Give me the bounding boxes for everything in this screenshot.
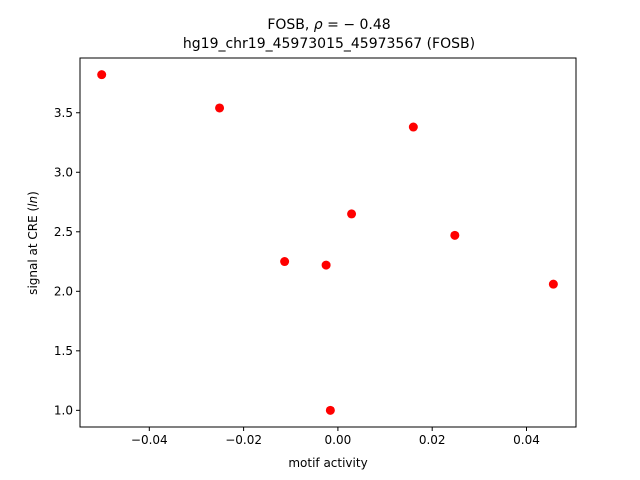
scatter-point	[450, 230, 460, 240]
x-tick-label: 0.02	[419, 433, 446, 447]
chart-title-line1: FOSB, ρ = − 0.48	[267, 17, 390, 33]
y-tick-label: 3.0	[54, 165, 73, 179]
x-axis-label: motif activity	[288, 456, 367, 470]
y-tick-label: 2.0	[54, 284, 73, 298]
scatter-point	[347, 209, 357, 219]
y-tick-label: 1.5	[54, 344, 73, 358]
y-tick-label: 3.5	[54, 106, 73, 120]
scatter-point	[548, 279, 558, 289]
y-tick-label: 2.5	[54, 225, 73, 239]
y-tick-label: 1.0	[54, 403, 73, 417]
x-tick-label: −0.04	[131, 433, 168, 447]
y-axis-ticks: 1.0 1.5 2.0 2.5 3.0 3.5	[54, 106, 80, 417]
scatter-point	[408, 122, 418, 132]
x-tick-label: −0.02	[225, 433, 262, 447]
axes-frame	[79, 57, 577, 428]
scatter-point	[215, 103, 225, 113]
x-tick-label: 0.00	[325, 433, 352, 447]
scatter-point	[280, 257, 290, 267]
scatter-point	[97, 70, 107, 80]
data-points	[97, 70, 558, 415]
chart-title-line2: hg19_chr19_45973015_45973567 (FOSB)	[183, 36, 475, 52]
x-axis-ticks: −0.04 −0.02 0.00 0.02 0.04	[131, 427, 540, 447]
y-axis-label: signal at CRE (ln)	[26, 191, 40, 295]
scatter-point	[325, 405, 335, 415]
scatter-point	[321, 260, 331, 270]
x-tick-label: 0.04	[513, 433, 540, 447]
